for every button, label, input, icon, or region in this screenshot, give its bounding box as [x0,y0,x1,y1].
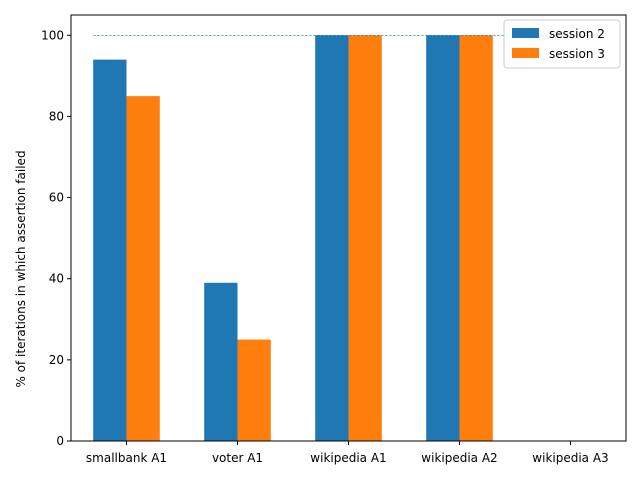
x-tick-label: wikipedia A1 [310,451,386,465]
bar-session-3-wikipedia-A1 [348,35,382,441]
y-tick-label: 20 [49,353,64,367]
bar-session-2-smallbank-A1 [93,59,127,441]
bar-session-2-wikipedia-A2 [426,35,460,441]
legend-swatch-session-3 [512,48,539,58]
bar-session-3-wikipedia-A2 [459,35,493,441]
legend-label-session-2: session 2 [549,27,605,41]
y-axis-label: % of iterations in which assertion faile… [14,150,28,387]
y-tick-label: 60 [49,191,64,205]
bar-session-3-voter-A1 [237,339,271,441]
y-tick-label: 40 [49,272,64,286]
x-tick-label: smallbank A1 [86,451,167,465]
bar-session-2-wikipedia-A1 [315,35,349,441]
ticks-layer: 0 20 40 60 80 100 smallbank A1 voter A1 wikipedi… [41,28,609,465]
legend-swatch-session-2 [512,28,539,38]
x-tick-label: voter A1 [212,451,263,465]
bars-layer [93,35,493,441]
legend: session 2 session 3 [503,19,621,69]
x-tick-label: wikipedia A2 [421,451,497,465]
y-tick-label: 100 [41,28,64,42]
bar-session-3-smallbank-A1 [126,96,160,441]
y-tick-label: 80 [49,109,64,123]
legend-label-session-3: session 3 [549,47,605,61]
bar-session-2-voter-A1 [204,282,238,441]
y-tick-label: 0 [56,434,64,448]
x-tick-label: wikipedia A3 [532,451,608,465]
